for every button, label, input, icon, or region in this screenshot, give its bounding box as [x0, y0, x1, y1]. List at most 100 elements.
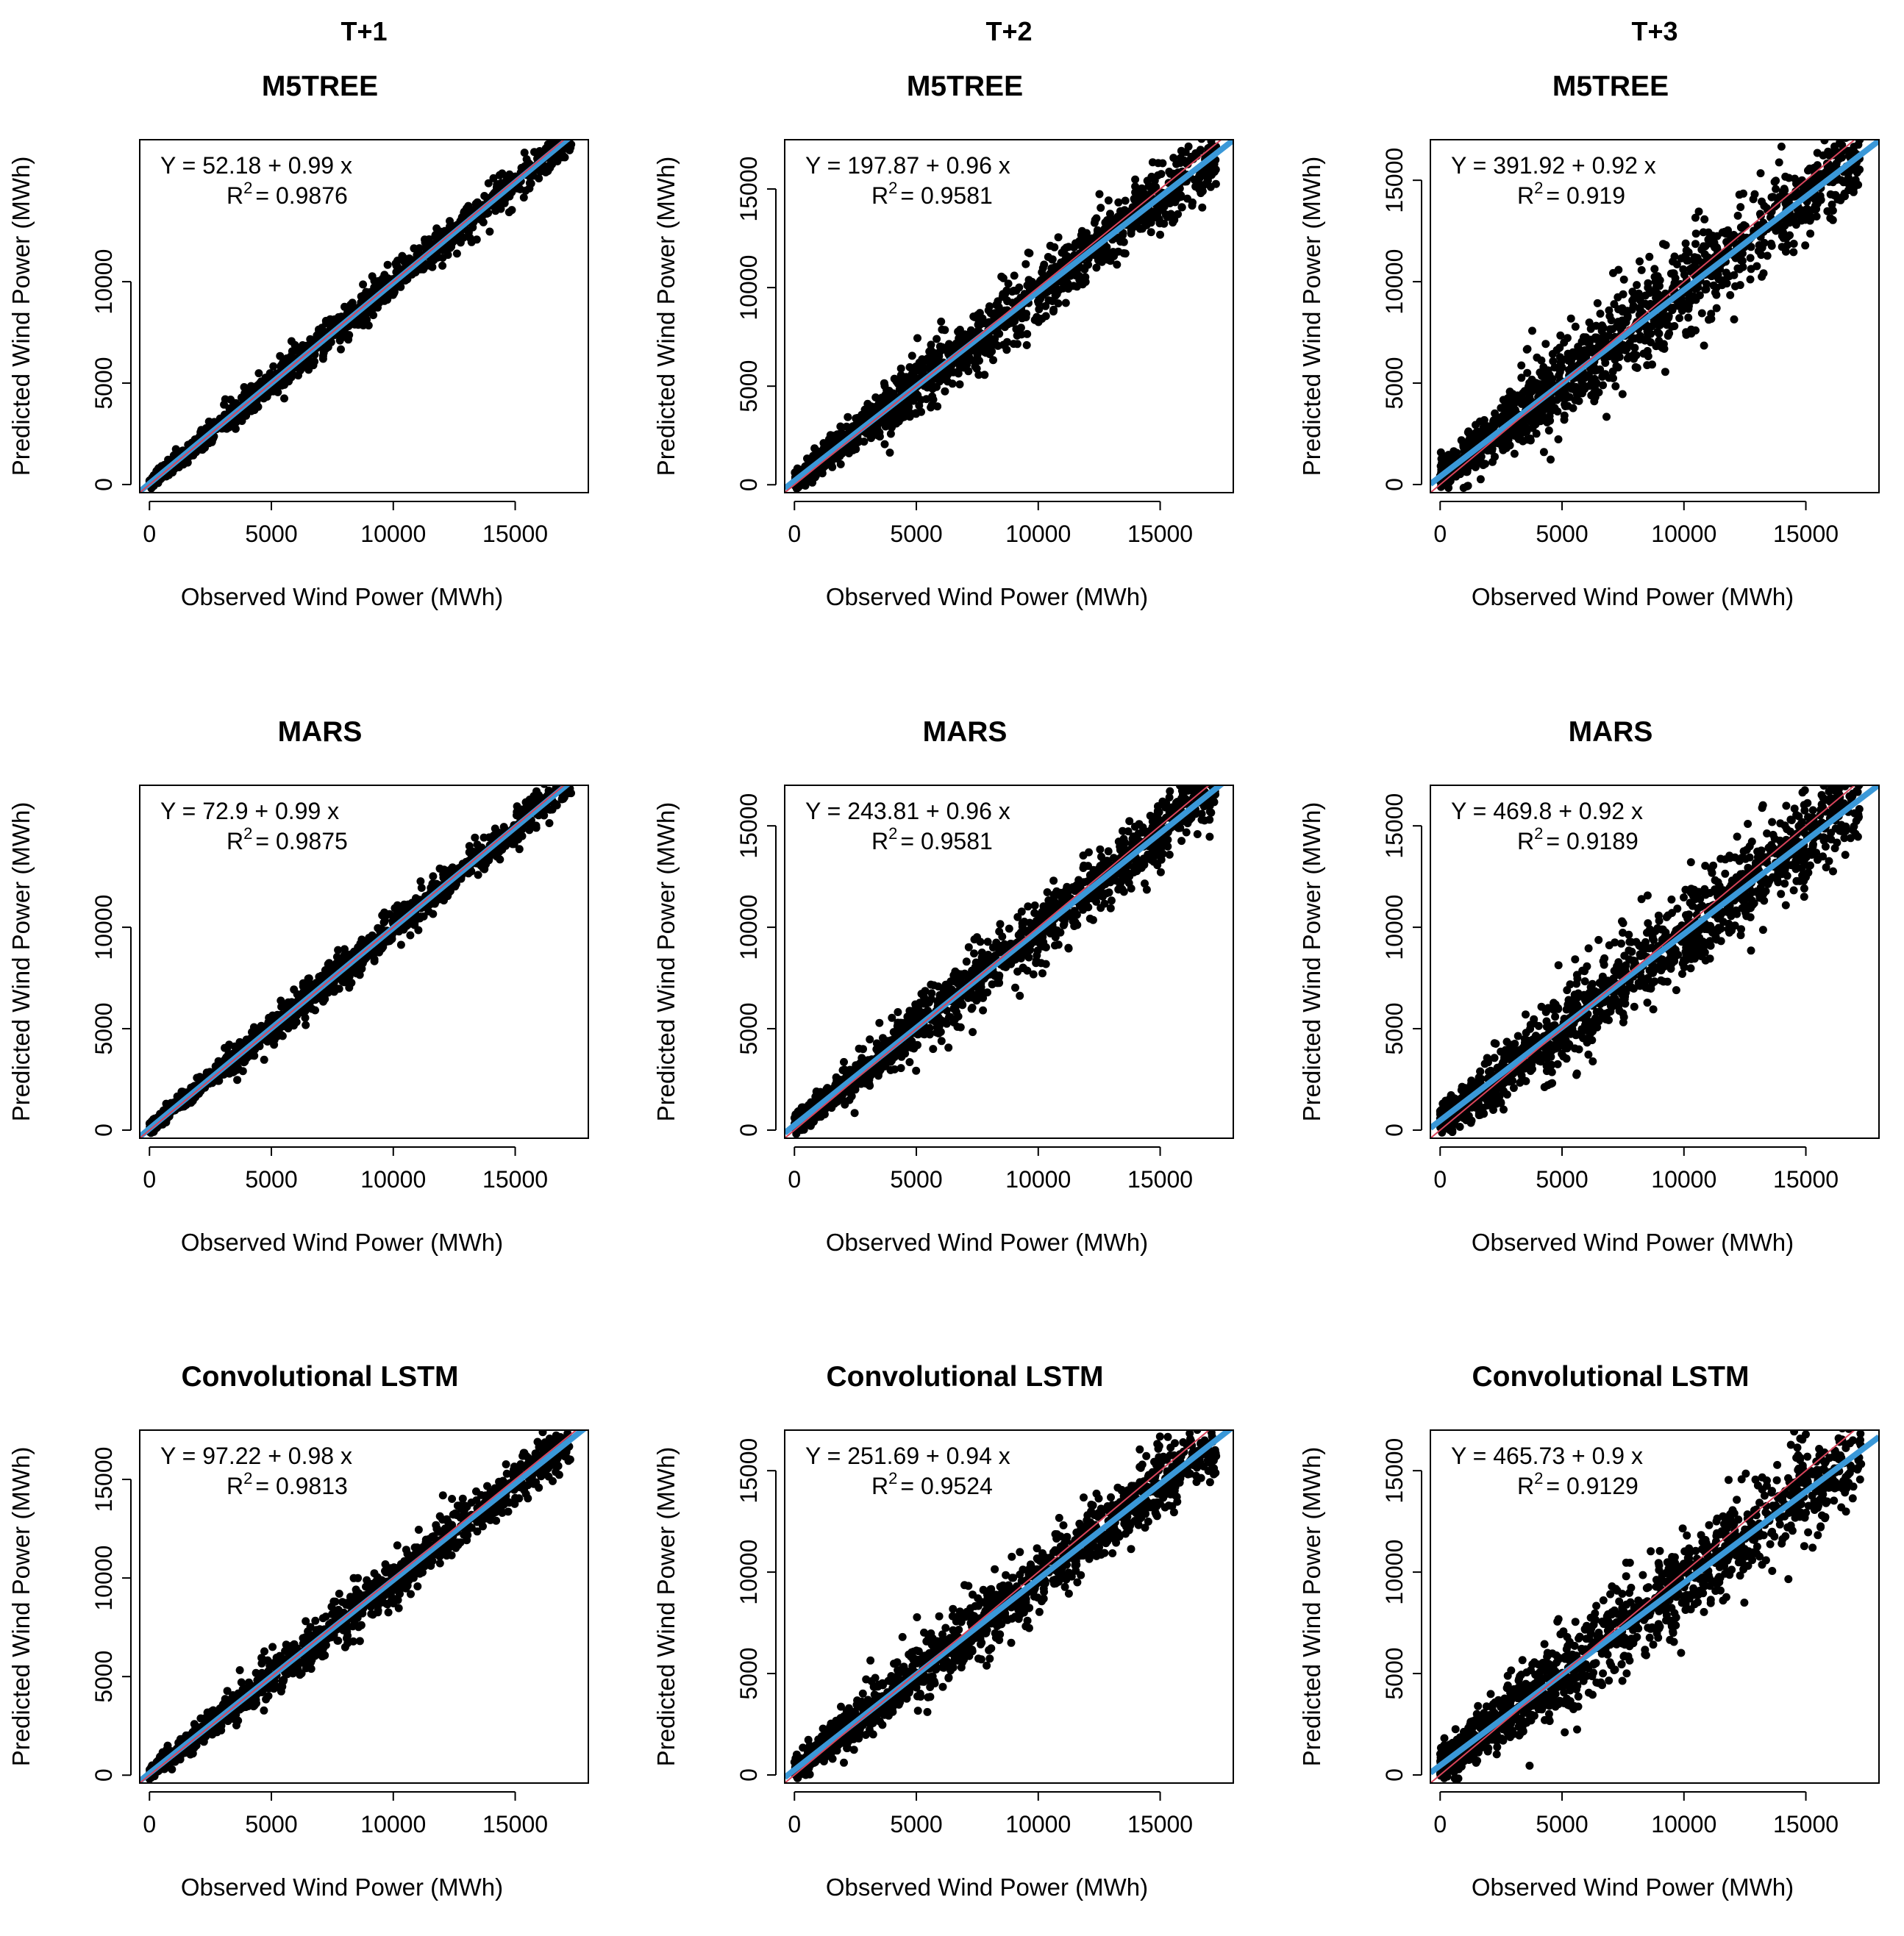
- plot-area: [1430, 110, 1879, 493]
- scatter-point: [905, 362, 914, 371]
- scatter-point: [525, 184, 534, 193]
- scatter-point: [1130, 194, 1138, 203]
- scatter-point: [886, 429, 895, 438]
- scatter-point: [1539, 448, 1548, 457]
- scatter-point: [532, 149, 541, 157]
- scatter-point: [1625, 338, 1634, 347]
- scatter-point: [240, 389, 249, 398]
- scatter-point: [1519, 437, 1527, 446]
- scatter-point: [1090, 218, 1099, 227]
- scatter-point: [1726, 290, 1735, 299]
- scatter-point: [1763, 251, 1772, 260]
- scatter-point: [1669, 304, 1677, 312]
- scatter-point: [439, 246, 448, 254]
- scatter-point: [380, 917, 389, 926]
- scatter-point: [254, 369, 263, 378]
- scatter-point: [910, 368, 919, 377]
- scatter-point: [1591, 366, 1600, 375]
- scatter-point: [1648, 360, 1656, 369]
- scatter-point: [1772, 185, 1780, 193]
- scatter-point: [1783, 240, 1792, 249]
- regression-equation: Y = 52.18 + 0.99 x: [160, 152, 352, 179]
- scatter-point: [1855, 110, 1863, 118]
- scatter-point: [1480, 430, 1489, 439]
- scatter-point: [1480, 415, 1488, 424]
- scatter-point: [1004, 279, 1013, 288]
- scatter-point: [1532, 429, 1541, 438]
- scatter-point: [1621, 346, 1630, 354]
- scatter-point: [1209, 114, 1217, 122]
- scatter-point: [1552, 396, 1561, 404]
- scatter-point: [1805, 164, 1814, 173]
- scatter-point: [277, 996, 285, 1005]
- scatter-point: [1722, 279, 1731, 287]
- scatter-point: [1174, 210, 1183, 218]
- scatter-point: [1016, 324, 1025, 332]
- scatter-point: [504, 208, 513, 217]
- scatter-point: [222, 424, 231, 433]
- scatter-point: [1172, 195, 1180, 204]
- scatter-point: [1806, 229, 1815, 238]
- x-tick-label: 10000: [1005, 521, 1071, 547]
- scatter-point: [1081, 277, 1090, 286]
- scatter-point: [1820, 140, 1829, 145]
- scatter-point: [1790, 192, 1799, 201]
- scatter-point: [1093, 231, 1101, 240]
- scatter-point: [1596, 310, 1605, 318]
- scatter-point: [1630, 354, 1639, 363]
- scatter-point: [1021, 260, 1030, 268]
- scatter-point: [1700, 341, 1708, 350]
- scatter-point: [1035, 305, 1044, 314]
- scatter-point: [1850, 143, 1858, 151]
- scatter-point: [467, 847, 476, 856]
- scatter-point: [1017, 330, 1026, 339]
- y-tick-label: 0: [1381, 478, 1408, 491]
- scatter-point: [1517, 361, 1526, 370]
- scatter-point: [1687, 329, 1696, 338]
- y-tick-label: 5000: [90, 357, 117, 409]
- scatter-point: [1704, 253, 1713, 262]
- scatter-point: [1568, 361, 1577, 370]
- panel-title: M5TREE: [1552, 71, 1669, 102]
- scatter-point: [908, 351, 916, 360]
- scatter-point: [561, 131, 569, 139]
- scatter-point: [1134, 217, 1143, 226]
- scatter-point: [1636, 304, 1644, 312]
- scatter-point: [1684, 248, 1693, 257]
- y-tick-label: 0: [90, 478, 117, 491]
- scatter-point: [1004, 320, 1013, 329]
- scatter-point: [985, 350, 994, 359]
- scatter-point: [1188, 198, 1197, 207]
- scatter-point: [963, 360, 971, 369]
- scatter-point: [1652, 342, 1661, 351]
- scatter-point: [1121, 196, 1130, 205]
- scatter-point: [1544, 426, 1553, 435]
- scatter-point: [1808, 179, 1816, 187]
- scatter-point: [1691, 285, 1700, 293]
- scatter-point: [963, 354, 971, 363]
- panel-title: MARS: [278, 716, 363, 748]
- scatter-point: [1196, 146, 1205, 155]
- scatter-point: [1525, 379, 1534, 387]
- y-tick-label: 5000: [735, 360, 762, 412]
- scatter-point: [1076, 273, 1085, 282]
- r-squared-symbol: R: [871, 182, 888, 209]
- scatter-point: [987, 337, 996, 346]
- scatter-point: [929, 396, 938, 404]
- scatter-point: [1694, 207, 1703, 216]
- scatter-point: [1733, 211, 1742, 220]
- x-tick-label: 0: [143, 521, 156, 547]
- scatter-point: [885, 412, 894, 421]
- y-tick-label: 10000: [735, 255, 762, 321]
- scatter-point: [989, 356, 997, 365]
- r-squared-exponent: 2: [1534, 179, 1543, 197]
- scatter-point: [1114, 198, 1123, 207]
- scatter-point: [1021, 310, 1030, 319]
- scatter-point: [1119, 231, 1127, 240]
- scatter-point: [1536, 405, 1545, 414]
- scatter-point: [1718, 228, 1727, 237]
- regression-line: [785, 140, 1233, 491]
- y-tick-label: 15000: [735, 157, 762, 222]
- scatter-point: [894, 375, 902, 384]
